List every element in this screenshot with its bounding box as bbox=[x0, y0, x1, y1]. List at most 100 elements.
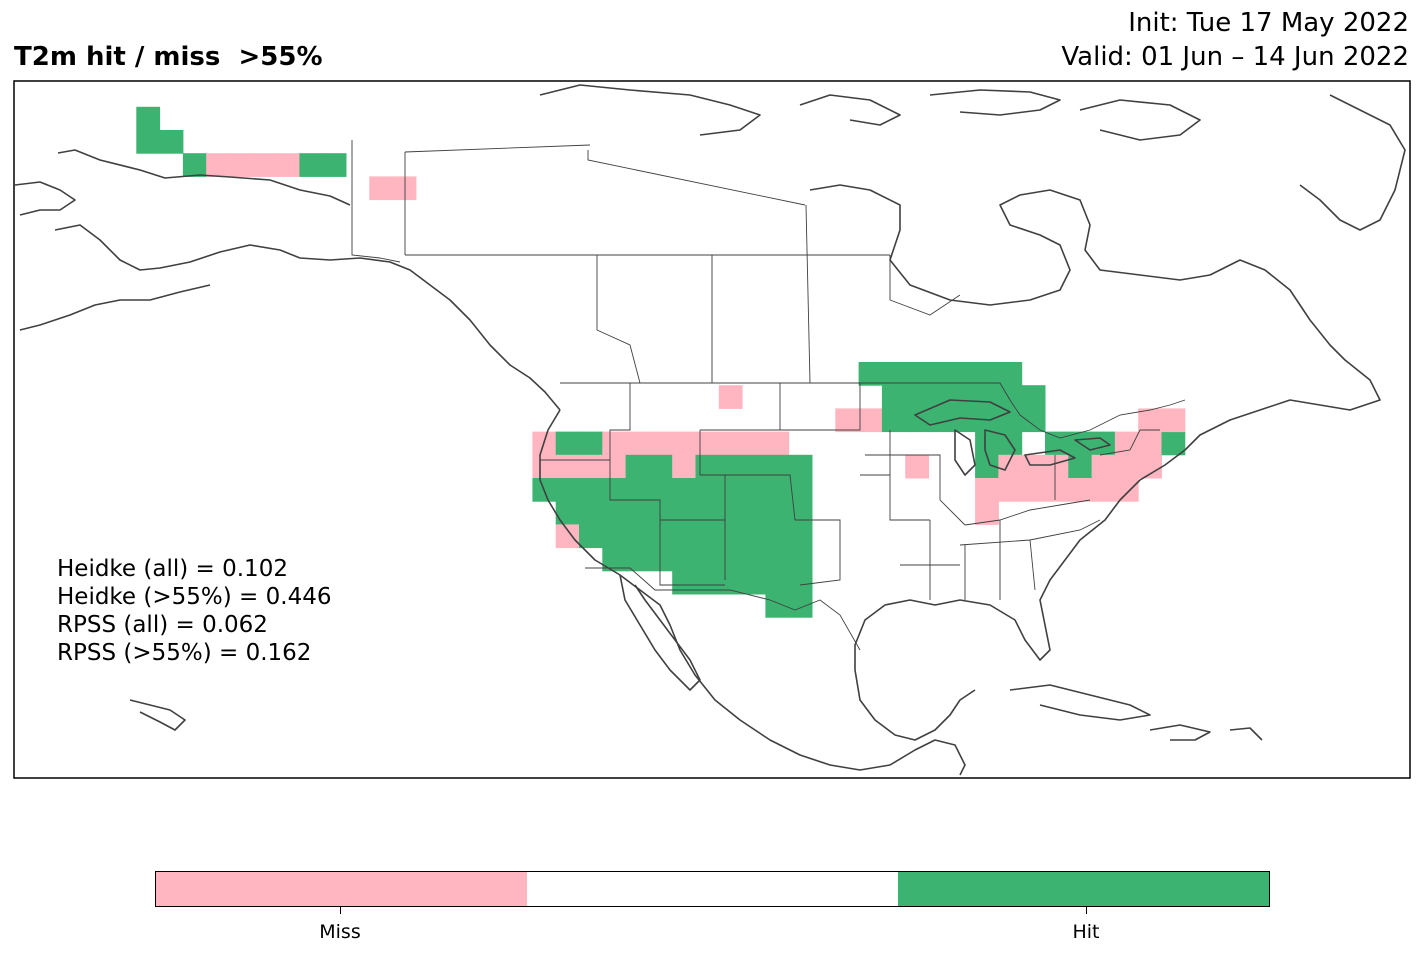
hit-cell bbox=[625, 501, 650, 525]
miss-cell bbox=[672, 454, 696, 479]
miss-cell bbox=[1091, 478, 1116, 502]
arctic-islands bbox=[539, 84, 1406, 231]
hit-cell bbox=[975, 362, 999, 386]
gulf-coast bbox=[854, 449, 1186, 741]
hit-cell bbox=[718, 454, 743, 479]
hit-cell bbox=[555, 478, 580, 502]
hit-cell bbox=[648, 454, 673, 479]
miss-cell bbox=[1021, 454, 1046, 479]
miss-cell bbox=[206, 153, 230, 177]
hit-cell bbox=[951, 408, 976, 433]
hit-cell bbox=[928, 408, 953, 433]
hit-cell bbox=[765, 547, 790, 572]
hit-cell bbox=[951, 362, 976, 386]
miss-cell bbox=[975, 478, 999, 502]
hit-cell bbox=[742, 454, 766, 479]
init-date: Init: Tue 17 May 2022 bbox=[1128, 8, 1409, 38]
miss-cell bbox=[975, 501, 999, 525]
miss-cell bbox=[998, 454, 1023, 479]
miss-cell bbox=[1138, 431, 1162, 456]
miss-cell bbox=[276, 153, 300, 177]
miss-cell bbox=[998, 478, 1023, 502]
miss-cell bbox=[765, 431, 790, 456]
hit-cell bbox=[602, 547, 627, 572]
colorbar-neutral-segment bbox=[527, 872, 898, 906]
hit-cell bbox=[299, 153, 324, 177]
miss-cell bbox=[1138, 408, 1162, 433]
miss-cell bbox=[369, 176, 394, 201]
miss-cell bbox=[905, 454, 929, 479]
hit-cell bbox=[159, 130, 184, 154]
hit-cell bbox=[998, 385, 1023, 409]
hit-cell bbox=[718, 570, 743, 595]
miss-cell bbox=[1114, 478, 1139, 502]
miss-cell bbox=[625, 431, 650, 456]
hit-cell bbox=[788, 454, 813, 479]
miss-cell bbox=[742, 431, 766, 456]
miss-cell bbox=[858, 408, 883, 433]
hit-cell bbox=[625, 478, 650, 502]
hit-cell bbox=[648, 547, 673, 572]
hit-cell bbox=[975, 431, 999, 456]
miss-cell bbox=[252, 153, 277, 177]
hudson-bay-coast bbox=[809, 184, 1381, 451]
alaska-coast bbox=[14, 149, 561, 411]
hit-cell bbox=[765, 594, 790, 618]
hit-cell bbox=[718, 478, 743, 502]
rpss-55-score: RPSS (>55%) = 0.162 bbox=[57, 640, 312, 666]
miss-cell bbox=[1045, 478, 1069, 502]
hit-cell bbox=[928, 385, 953, 409]
miss-cell bbox=[1114, 431, 1139, 456]
miss-cell bbox=[1091, 454, 1116, 479]
hit-cell bbox=[788, 478, 813, 502]
hit-cell bbox=[695, 524, 720, 549]
hit-cell bbox=[951, 385, 976, 409]
heidke-55-score: Heidke (>55%) = 0.446 bbox=[57, 584, 332, 610]
canada-provinces bbox=[404, 144, 961, 384]
rpss-all-score: RPSS (all) = 0.062 bbox=[57, 612, 268, 638]
hit-cell bbox=[718, 547, 743, 572]
valid-period: Valid: 01 Jun – 14 Jun 2022 bbox=[1061, 42, 1409, 72]
hit-cell bbox=[648, 524, 673, 549]
borders bbox=[351, 140, 1186, 651]
miss-cell bbox=[672, 431, 696, 456]
colorbar-hit-segment bbox=[898, 872, 1269, 906]
miss-cell bbox=[1161, 408, 1186, 433]
hit-cell bbox=[788, 524, 813, 549]
great-lakes bbox=[914, 399, 1111, 476]
colorbar-miss-label: Miss bbox=[319, 921, 361, 943]
us-coast bbox=[539, 409, 966, 776]
miss-cell bbox=[1068, 478, 1093, 502]
hit-cell bbox=[695, 501, 720, 525]
miss-cell bbox=[835, 408, 860, 433]
miss-cell bbox=[579, 454, 603, 479]
miss-cell bbox=[555, 454, 580, 479]
miss-cell bbox=[392, 176, 417, 201]
hit-cell bbox=[672, 524, 696, 549]
miss-cell bbox=[648, 431, 673, 456]
hit-cell bbox=[602, 478, 627, 502]
hit-cell bbox=[718, 501, 743, 525]
miss-cell bbox=[718, 385, 743, 409]
hit-cell bbox=[579, 501, 603, 525]
hit-cell bbox=[905, 362, 929, 386]
hit-cell bbox=[555, 431, 580, 456]
hit-cell bbox=[136, 130, 161, 154]
hit-cell bbox=[742, 570, 766, 595]
colorbar-miss-tick bbox=[340, 907, 341, 914]
hit-cell bbox=[1091, 431, 1116, 456]
hit-cell bbox=[858, 362, 883, 386]
hit-cell bbox=[881, 362, 906, 386]
hit-cell bbox=[625, 454, 650, 479]
hit-cell bbox=[1021, 408, 1046, 433]
map-title: T2m hit / miss >55% bbox=[14, 42, 323, 72]
map-frame bbox=[13, 80, 1411, 779]
hit-cell bbox=[765, 524, 790, 549]
hit-cell bbox=[579, 478, 603, 502]
miss-cell bbox=[718, 431, 743, 456]
hit-cell bbox=[648, 501, 673, 525]
hit-cell bbox=[579, 524, 603, 549]
hit-cell bbox=[765, 501, 790, 525]
miss-cell bbox=[1021, 478, 1046, 502]
hit-cell bbox=[322, 153, 347, 177]
